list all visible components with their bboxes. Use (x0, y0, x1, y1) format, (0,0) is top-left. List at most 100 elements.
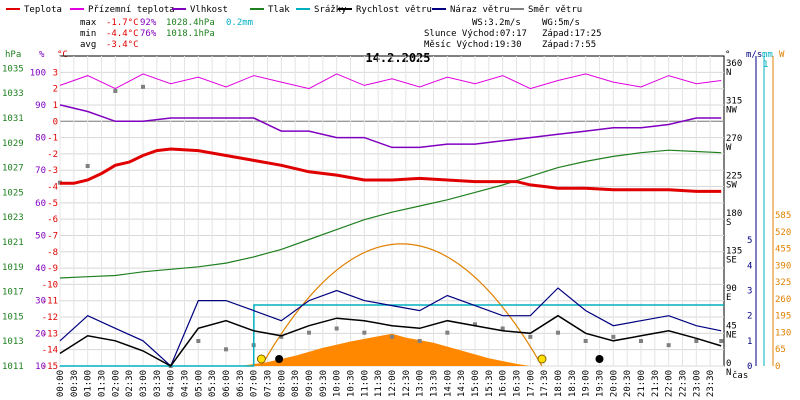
tick-direction-label: N (726, 68, 731, 78)
wind-direction-point (279, 334, 284, 339)
tick-time: 13:00 (416, 370, 426, 397)
chart-title: 14.2.2025 (365, 51, 430, 65)
tick-solar: 585 (775, 211, 791, 221)
tick-temp: 2 (53, 85, 58, 95)
wind-direction-point (85, 164, 90, 168)
info-sun: Slunce Východ:07:17 (424, 29, 527, 39)
tick-humidity: 40 (35, 264, 46, 274)
wind-direction-point (362, 330, 367, 335)
tick-time: 20:00 (609, 370, 619, 397)
tick-temp: -2 (47, 150, 58, 160)
tick-humidity: 30 (35, 297, 46, 307)
axis-ticks: 3210-1-2-3-4-5-6-7-8-9-10-11-12-13-14-15… (2, 56, 791, 397)
tick-time: 03:30 (153, 370, 163, 397)
info-ws: WS:3.2m/s (472, 18, 521, 28)
tick-temp: -12 (42, 313, 58, 323)
tick-time: 00:30 (70, 370, 80, 397)
tick-temp: -15 (42, 362, 58, 372)
tick-temp: -9 (47, 264, 58, 274)
tick-time: 21:30 (651, 370, 661, 397)
axis-unit-degc: °C (57, 50, 68, 60)
tick-direction-label: E (726, 293, 731, 303)
tick-solar: 195 (775, 312, 791, 322)
stats-min-label: min (80, 29, 96, 39)
tick-pressure: 1035 (2, 64, 24, 74)
tick-temp: -5 (47, 199, 58, 209)
sunset-marker (537, 354, 547, 364)
tick-pressure: 1027 (2, 164, 24, 174)
tick-time: 11:00 (360, 370, 370, 397)
stats-avg-temp: -3.4°C (106, 40, 139, 50)
axis-unit-mm: mm (762, 50, 773, 60)
tick-direction-label: SE (726, 256, 737, 266)
stats-max-rain: 0.2mm (226, 18, 253, 28)
sunrise-marker (256, 354, 266, 364)
tick-temp: -3 (47, 166, 58, 176)
wind-direction-point (611, 334, 616, 339)
tick-direction: 90 (726, 284, 737, 294)
tick-solar: 260 (775, 295, 791, 305)
series-rain (60, 304, 724, 367)
moonrise-marker (595, 355, 604, 363)
tick-pressure: 1011 (2, 362, 24, 372)
tick-time: 10:00 (333, 370, 343, 397)
tick-time: 10:30 (347, 370, 357, 397)
tick-direction: 180 (726, 209, 742, 219)
tick-time: 19:30 (596, 370, 606, 397)
tick-pressure: 1023 (2, 213, 24, 223)
tick-temp: 0 (53, 117, 58, 127)
wind-direction-point (113, 89, 118, 93)
wind-direction-point (583, 339, 588, 343)
wind-direction-point (556, 330, 560, 335)
tick-humidity: 60 (35, 199, 46, 209)
tick-temp: -14 (42, 346, 58, 356)
tick-time: 12:30 (402, 370, 412, 397)
tick-time: 06:00 (222, 370, 232, 397)
series-wind-speed (59, 314, 722, 367)
info-block: WS:3.2m/s WG:5m/s Slunce Východ:07:17 Zá… (424, 18, 602, 50)
tick-time: 22:00 (665, 370, 675, 397)
series-humidity (59, 104, 722, 149)
tick-temp: 3 (53, 68, 58, 78)
tick-time: 05:00 (194, 370, 204, 397)
axis-unit-w: W (779, 50, 785, 60)
tick-direction: 0 (726, 359, 731, 369)
tick-time: 07:30 (264, 370, 274, 397)
axis-unit-deg: ° (725, 50, 730, 60)
axis-unit-pct: % (39, 50, 45, 60)
tick-pressure: 1017 (2, 288, 24, 298)
tick-direction-label: S (726, 218, 731, 228)
tick-solar: 390 (775, 261, 791, 271)
tick-direction-label: SW (726, 181, 737, 191)
wind-direction-point (500, 326, 505, 331)
tick-time: 21:00 (637, 370, 647, 397)
solar-radiation-area (239, 333, 531, 366)
wind-direction-point (719, 339, 724, 343)
wind-direction-point (141, 84, 145, 89)
tick-temp: -8 (47, 248, 58, 258)
tick-wind: 4 (747, 261, 752, 271)
wind-direction-point (528, 334, 533, 339)
legend-label: Srážky (314, 5, 347, 15)
tick-time: 23:30 (706, 370, 716, 397)
tick-time: 06:30 (236, 370, 246, 397)
tick-rain: 1 (763, 60, 768, 70)
stats-min-temp: -4.4°C (106, 29, 139, 39)
tick-direction-label: N (726, 368, 731, 378)
tick-pressure: 1013 (2, 337, 24, 347)
tick-time: 14:30 (457, 370, 467, 397)
series-layer (58, 73, 724, 368)
legend-label: Rychlost větru (356, 5, 432, 15)
tick-direction: 270 (726, 134, 742, 144)
info-moon: Měsíc Východ:19:30 (424, 40, 522, 50)
wind-direction-point (473, 322, 477, 327)
tick-direction: 45 (726, 322, 737, 332)
tick-wind: 2 (747, 312, 752, 322)
tick-humidity: 50 (35, 231, 46, 241)
tick-wind: 1 (747, 337, 752, 347)
wind-direction-point (307, 330, 311, 335)
legend-label: Přízemní teplota (88, 5, 175, 15)
tick-pressure: 1025 (2, 188, 24, 198)
tick-temp: 1 (53, 101, 58, 111)
